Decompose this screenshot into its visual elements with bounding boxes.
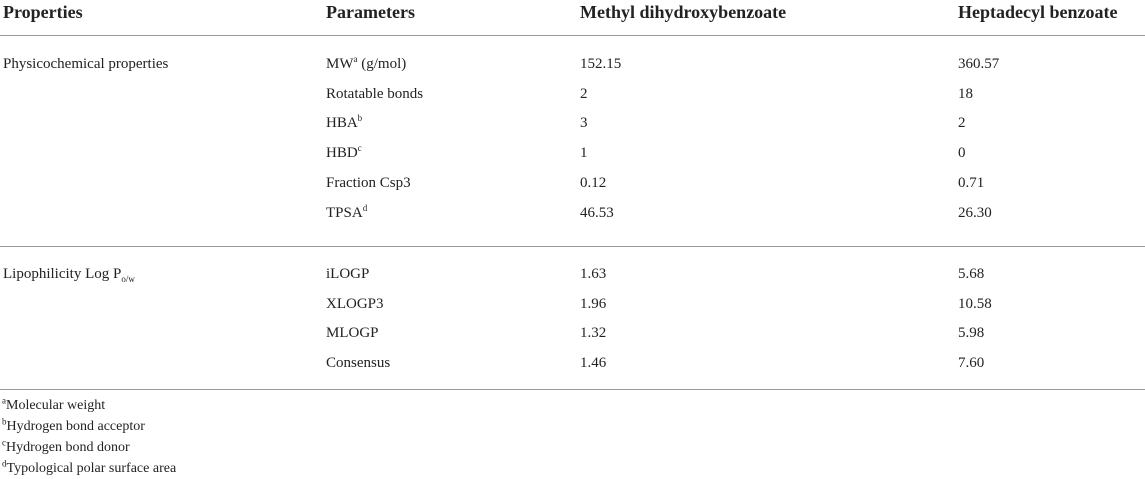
parameter-sup: b <box>357 113 363 124</box>
column-header: Properties <box>3 2 83 22</box>
value-cell: 26.30 <box>958 204 992 221</box>
value-cell: 1 <box>580 145 588 162</box>
footnote: aMolecular weight <box>2 395 106 415</box>
parameter: XLOGP3 <box>326 295 384 312</box>
footnote: bHydrogen bond acceptor <box>2 416 145 436</box>
parameter: TPSAd <box>326 202 368 222</box>
group-label: Lipophilicity Log Po/w <box>3 265 135 284</box>
value-cell: 0.12 <box>580 174 607 191</box>
footnote-text: Hydrogen bond acceptor <box>6 419 145 434</box>
group-rule <box>0 246 1145 247</box>
value-cell: 3 <box>580 115 588 132</box>
column-header: Heptadecyl benzoate <box>958 2 1118 22</box>
group-label-text: Lipophilicity Log P <box>3 266 122 282</box>
column-header: Methyl dihydroxybenzoate <box>580 2 787 22</box>
parameter: HBDc <box>326 144 362 162</box>
footnote-text: Molecular weight <box>6 398 106 413</box>
parameter: Fraction Csp3 <box>326 174 411 191</box>
header-rule <box>0 35 1145 36</box>
footnote-mark: a <box>2 395 6 406</box>
value-cell: 7.60 <box>958 355 985 372</box>
value-cell: 152.15 <box>580 56 622 72</box>
parameter: Rotatable bonds <box>326 85 424 102</box>
value-cell: 46.53 <box>580 204 614 221</box>
table-bottom-rule <box>0 389 1145 390</box>
column-header: Parameters <box>326 2 415 22</box>
parameter: Consensus <box>326 355 391 372</box>
value-cell: 0.71 <box>958 174 985 191</box>
parameter: iLOGP <box>326 266 370 282</box>
parameter-text: MW <box>326 56 354 72</box>
footnote: cHydrogen bond donor <box>2 437 130 457</box>
parameter: MWa (g/mol) <box>326 55 406 73</box>
parameter-text: TPSA <box>326 204 363 221</box>
group-label: Physicochemical properties <box>3 56 169 72</box>
parameter-sup: c <box>357 143 362 154</box>
value-cell: 5.98 <box>958 325 985 342</box>
parameter-sup: a <box>353 54 358 64</box>
value-cell: 0 <box>958 145 966 162</box>
value-cell: 2 <box>958 115 966 132</box>
value-cell: 1.32 <box>580 325 607 342</box>
parameter-suffix: (g/mol) <box>357 56 407 72</box>
footnote-mark: d <box>2 458 7 469</box>
footnote: dTypological polar surface area <box>2 458 177 478</box>
value-cell: 1.46 <box>580 355 607 372</box>
value-cell: 5.68 <box>958 266 985 282</box>
footnote-mark: c <box>2 437 6 448</box>
footnote-text: Typological polar surface area <box>6 461 177 476</box>
footnote-text: Hydrogen bond donor <box>6 440 130 455</box>
value-cell: 10.58 <box>958 295 992 312</box>
value-cell: 18 <box>958 85 973 102</box>
parameter-text: HBA <box>326 115 358 132</box>
value-cell: 1.96 <box>580 295 607 312</box>
footnote-mark: b <box>2 416 7 427</box>
group-label-sub: o/w <box>121 274 135 284</box>
value-cell: 1.63 <box>580 266 607 282</box>
value-cell: 2 <box>580 85 588 102</box>
parameter-sup: d <box>362 202 368 213</box>
parameter: MLOGP <box>326 325 379 342</box>
parameter-text: HBD <box>326 145 358 162</box>
parameter: HBAb <box>326 114 362 132</box>
value-cell: 360.57 <box>958 56 1000 72</box>
